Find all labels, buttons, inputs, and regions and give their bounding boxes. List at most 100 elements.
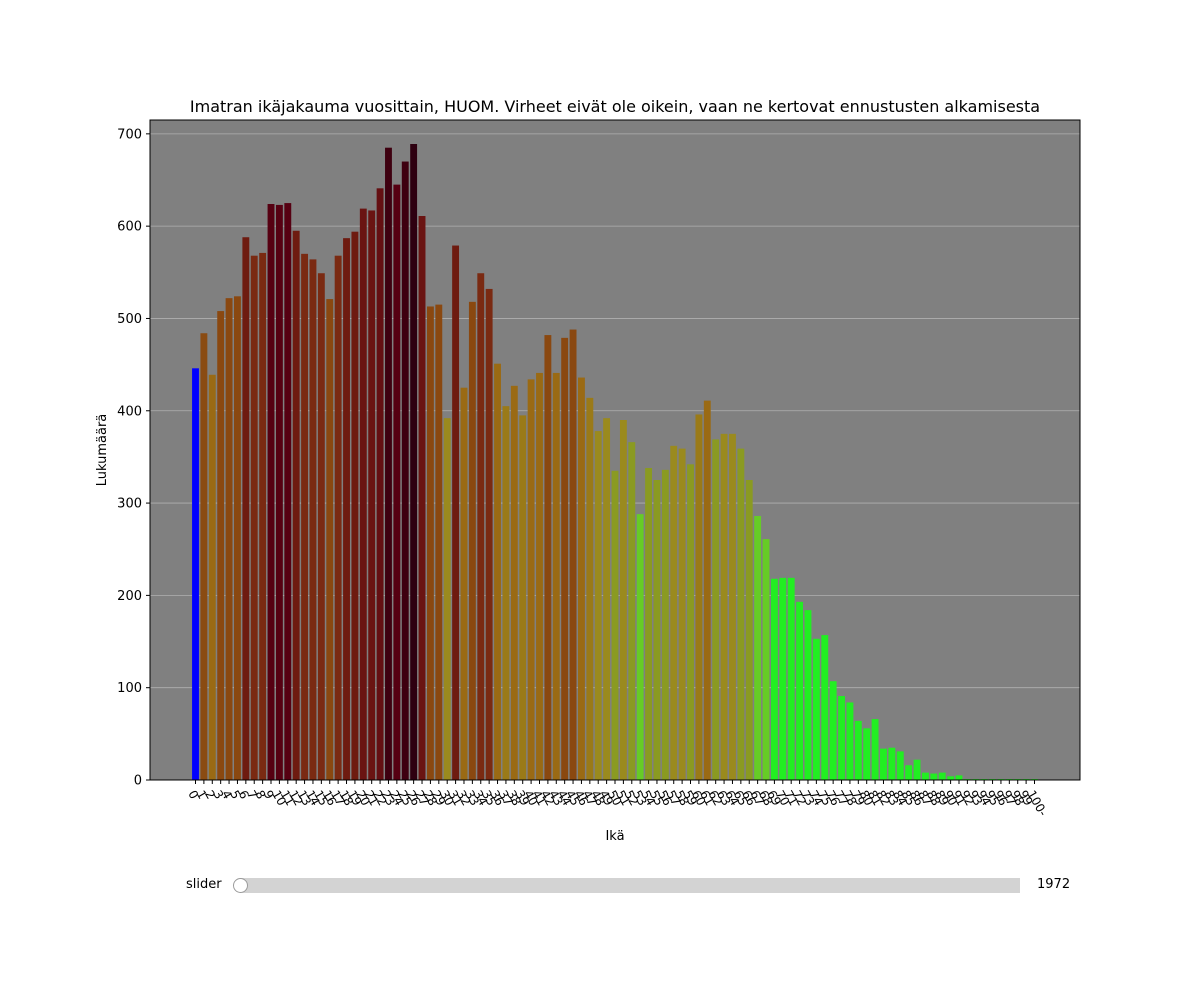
bar-age-74 xyxy=(812,638,820,780)
x-tick-label: 16 xyxy=(320,788,340,808)
y-tick-label: 200 xyxy=(117,589,142,604)
bar-age-69 xyxy=(770,578,778,780)
y-tick-label: 400 xyxy=(117,404,142,419)
x-tick-label: 80 xyxy=(856,788,876,808)
x-tick-label: 36 xyxy=(487,788,507,808)
bar-age-64 xyxy=(729,433,736,780)
x-tick-label: 47 xyxy=(580,788,600,808)
x-tick-label: 55 xyxy=(647,788,667,808)
bar-age-28 xyxy=(426,306,434,780)
x-tick-label: 26 xyxy=(403,788,423,808)
x-tick-label: 40 xyxy=(521,788,541,808)
x-tick-label: 83 xyxy=(882,788,902,808)
x-tick-label: 94 xyxy=(974,788,994,808)
bar-age-27 xyxy=(418,216,426,780)
x-tick-label: 28 xyxy=(420,788,440,808)
x-tick-label: 14 xyxy=(303,788,323,808)
bar-age-23 xyxy=(385,147,392,780)
y-tick-label: 100 xyxy=(117,681,142,696)
x-tick-label: 82 xyxy=(873,788,893,808)
bar-age-87 xyxy=(921,772,929,780)
bar-age-50 xyxy=(611,470,619,780)
x-axis: 0123456789101112131415161718192021222324… xyxy=(185,780,1050,818)
x-tick-label: 33 xyxy=(462,788,482,808)
x-tick-label: 11 xyxy=(278,788,298,808)
bar-age-31 xyxy=(452,245,460,781)
x-tick-label: 19 xyxy=(345,788,365,808)
bar-age-61 xyxy=(703,400,711,780)
x-tick-label: 87 xyxy=(915,788,935,808)
x-tick-label: 74 xyxy=(806,788,826,808)
bar-age-33 xyxy=(468,301,476,780)
x-tick-label: 72 xyxy=(789,788,809,808)
slider-handle[interactable] xyxy=(233,878,248,893)
x-tick-label: 71 xyxy=(781,788,801,808)
bar-age-24 xyxy=(393,184,401,781)
bar-age-16 xyxy=(326,299,334,780)
x-tick-label: 46 xyxy=(571,788,591,808)
x-tick-label: 73 xyxy=(798,788,818,808)
bars xyxy=(192,144,1038,781)
bar-age-79 xyxy=(854,720,862,780)
x-tick-label: 89 xyxy=(932,788,952,808)
x-tick-label: 18 xyxy=(336,788,356,808)
x-tick-label: 92 xyxy=(957,788,977,808)
x-tick-label: 76 xyxy=(823,788,843,808)
x-tick-label: 69 xyxy=(764,788,784,808)
bar-age-47 xyxy=(586,397,594,780)
x-tick-label: 49 xyxy=(596,788,616,808)
x-tick-label: 39 xyxy=(512,788,532,808)
x-tick-label: 59 xyxy=(680,788,700,808)
bar-age-13 xyxy=(301,253,309,780)
bar-age-25 xyxy=(401,161,409,781)
slider-value: 1972 xyxy=(1037,877,1071,892)
bar-age-91 xyxy=(955,775,963,780)
x-tick-label: 12 xyxy=(286,788,306,808)
y-tick-label: 700 xyxy=(117,127,142,142)
bar-age-10 xyxy=(275,204,283,780)
x-tick-label: 61 xyxy=(697,788,717,808)
bar-age-26 xyxy=(410,144,418,780)
bar-age-15 xyxy=(317,273,325,780)
bar-age-89 xyxy=(938,772,946,780)
x-tick-label: 52 xyxy=(622,788,642,808)
bar-age-57 xyxy=(670,445,678,780)
bar-age-18 xyxy=(343,238,350,781)
bar-age-56 xyxy=(661,469,669,780)
slider-track[interactable] xyxy=(240,878,1020,893)
bar-age-81 xyxy=(871,719,879,780)
bar-age-52 xyxy=(628,442,636,780)
x-tick-label: 64 xyxy=(722,788,742,808)
x-tick-label: 62 xyxy=(705,788,725,808)
bar-age-84 xyxy=(896,751,904,780)
bar-age-39 xyxy=(519,415,527,780)
y-tick-label: 500 xyxy=(117,312,142,327)
x-tick-label: 65 xyxy=(731,788,751,808)
x-tick-label: 63 xyxy=(714,788,734,808)
bar-age-3 xyxy=(217,311,225,780)
x-tick-label: 51 xyxy=(613,788,633,808)
x-tick-label: 99 xyxy=(1016,788,1036,808)
x-tick-label: 50 xyxy=(605,788,625,808)
bar-age-2 xyxy=(208,374,216,780)
x-tick-label: 58 xyxy=(672,788,692,808)
bar-age-41 xyxy=(536,372,543,780)
x-tick-label: 41 xyxy=(529,788,549,808)
x-tick-label: 90 xyxy=(940,788,960,808)
x-tick-label: 29 xyxy=(429,788,449,808)
bar-age-55 xyxy=(653,480,661,780)
bar-age-76 xyxy=(829,681,837,780)
bar-age-54 xyxy=(645,468,652,780)
bar-age-83 xyxy=(888,747,896,780)
bar-age-85 xyxy=(905,765,913,780)
bar-age-43 xyxy=(552,372,560,780)
x-tick-label: 21 xyxy=(361,788,381,808)
bar-age-37 xyxy=(502,406,510,780)
x-tick-label: 23 xyxy=(378,788,398,808)
x-tick-label: 98 xyxy=(1008,788,1028,808)
x-tick-label: 78 xyxy=(840,788,860,808)
bar-age-5 xyxy=(234,296,241,780)
bar-age-70 xyxy=(779,577,787,780)
x-tick-label: 84 xyxy=(890,788,910,808)
